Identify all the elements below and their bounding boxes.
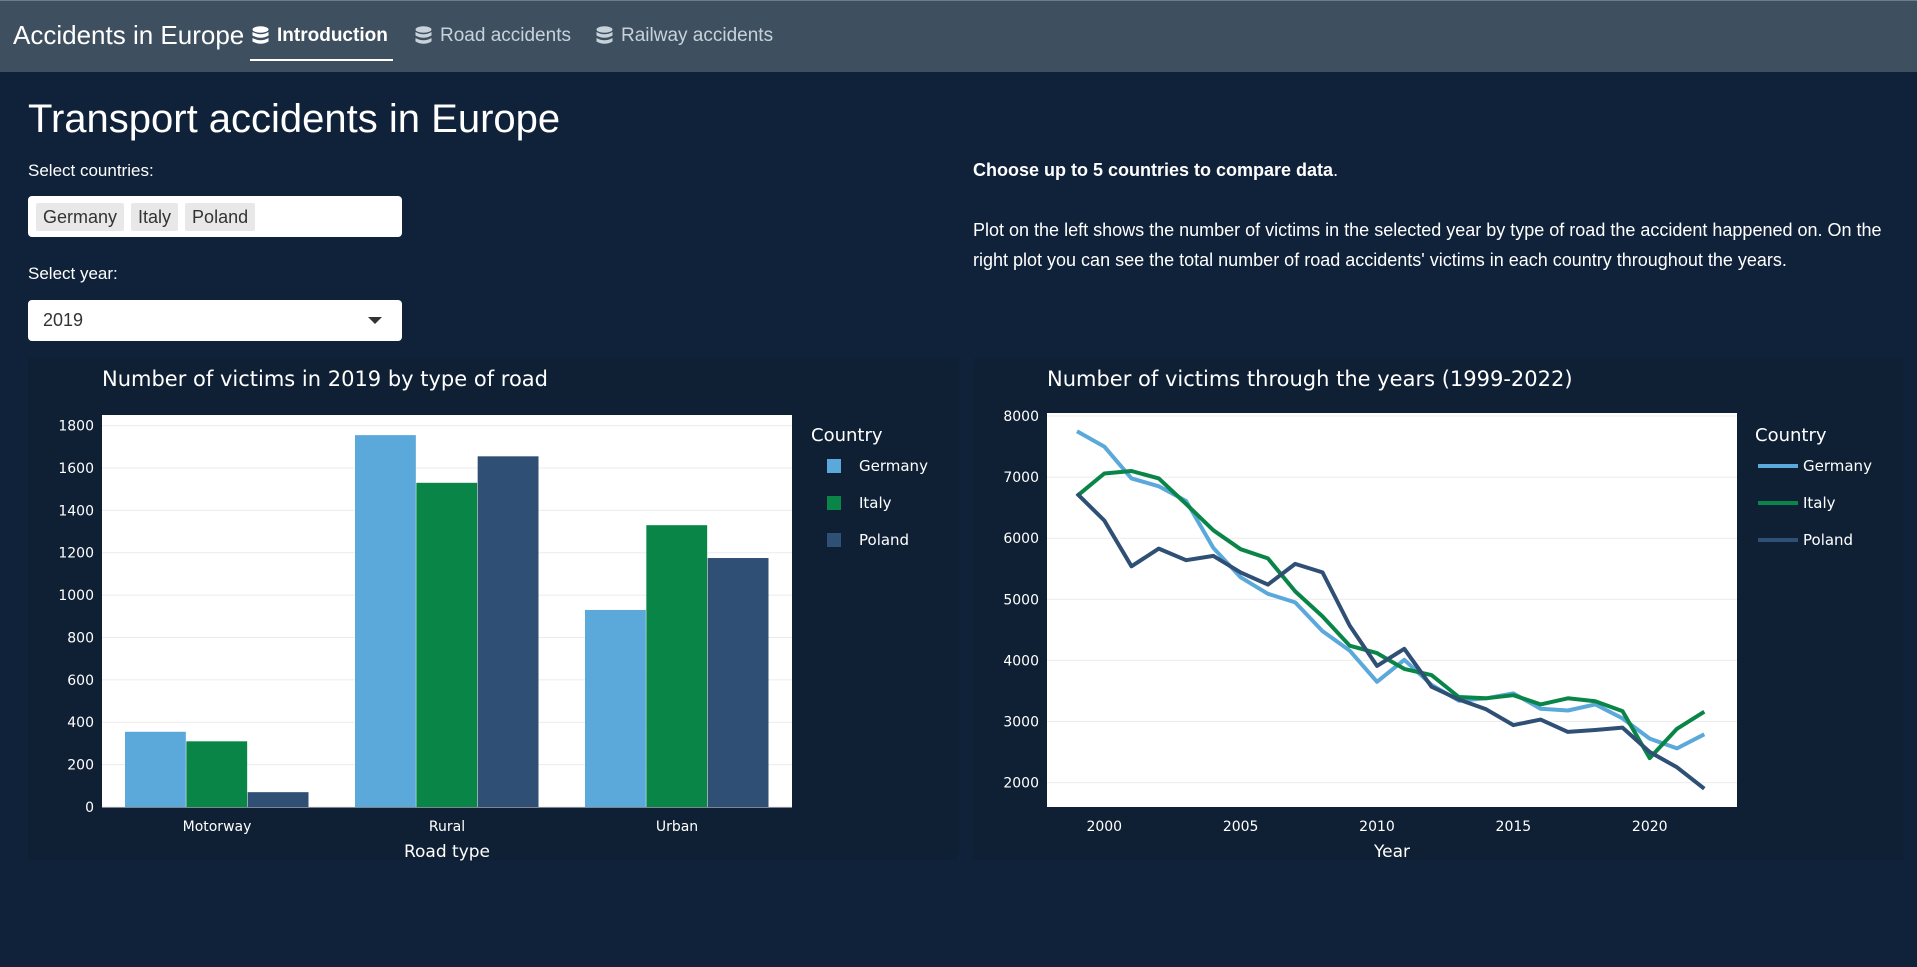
- country-tag[interactable]: Italy: [131, 203, 179, 231]
- year-select-value: 2019: [43, 310, 84, 330]
- tab-road-accidents[interactable]: Road accidents: [415, 25, 571, 47]
- bar: [646, 525, 708, 807]
- country-tag[interactable]: Poland: [185, 203, 256, 231]
- intro-strong-text: Choose up to 5 countries to compare data: [973, 160, 1334, 180]
- bar-y-tick-label: 1800: [58, 419, 94, 435]
- line-x-tick-label: 2000: [1086, 819, 1122, 835]
- bar: [585, 609, 646, 807]
- line-legend-label: Italy: [1803, 494, 1836, 512]
- intro-period: .: [1333, 160, 1339, 180]
- bar: [125, 731, 186, 807]
- line-x-tick-label: 2015: [1496, 819, 1532, 835]
- bar: [355, 435, 416, 807]
- series-line: [1075, 492, 1706, 791]
- bar: [477, 456, 539, 807]
- tab-railway-accidents-label: Railway accidents: [621, 25, 774, 46]
- page-title: Transport accidents in Europe: [28, 97, 561, 141]
- line-legend-label: Poland: [1803, 531, 1853, 549]
- line-y-tick-label: 4000: [1003, 653, 1039, 669]
- bar: [186, 741, 248, 807]
- bar-legend-swatch: [827, 459, 841, 473]
- bar-legend-label: Germany: [859, 457, 928, 475]
- bar-legend-label: Italy: [859, 494, 892, 512]
- countries-multiselect[interactable]: Germany Italy Poland: [28, 196, 402, 237]
- line-y-tick-label: 5000: [1003, 592, 1039, 608]
- bar-y-tick-label: 800: [67, 630, 94, 646]
- intro-description: Choose up to 5 countries to compare data…: [973, 155, 1883, 275]
- bar-legend-swatch: [827, 496, 841, 510]
- navbar: Accidents in Europe Introduction Road ac…: [0, 0, 1917, 72]
- bar-x-tick-label: Urban: [656, 819, 698, 835]
- line-plot-area: [1047, 413, 1737, 807]
- bar-legend-title: Country: [811, 425, 883, 446]
- bar-x-axis-title: Road type: [404, 842, 490, 862]
- tab-road-accidents-label: Road accidents: [440, 25, 571, 46]
- line-legend-title: Country: [1755, 425, 1827, 446]
- line-y-tick-label: 6000: [1003, 531, 1039, 547]
- brand-title[interactable]: Accidents in Europe: [13, 20, 245, 50]
- bar-y-tick-label: 1000: [58, 588, 94, 604]
- line-y-tick-label: 8000: [1003, 409, 1039, 425]
- bar-y-tick-label: 200: [67, 758, 94, 774]
- bar-legend-label: Poland: [859, 531, 909, 549]
- bar-y-tick-label: 1200: [58, 546, 94, 562]
- bar-y-tick-label: 400: [67, 715, 94, 731]
- line-y-tick-label: 3000: [1003, 714, 1039, 730]
- database-icon: [252, 26, 269, 44]
- line-x-axis-title: Year: [1373, 842, 1410, 862]
- bar-legend-swatch: [827, 533, 841, 547]
- bar-x-tick-label: Rural: [429, 819, 465, 835]
- database-icon: [596, 26, 613, 44]
- line-x-tick-label: 2005: [1223, 819, 1259, 835]
- line-legend-label: Germany: [1803, 457, 1872, 475]
- bar-y-tick-label: 1600: [58, 461, 94, 477]
- line-y-tick-label: 7000: [1003, 470, 1039, 486]
- line-y-tick-label: 2000: [1003, 776, 1039, 792]
- year-label: Select year:: [28, 264, 118, 283]
- year-select[interactable]: 2019: [28, 300, 402, 341]
- line-x-tick-label: 2020: [1632, 819, 1668, 835]
- line-x-tick-label: 2010: [1359, 819, 1395, 835]
- bar: [247, 792, 309, 807]
- countries-label: Select countries:: [28, 161, 154, 180]
- tab-railway-accidents[interactable]: Railway accidents: [596, 25, 773, 47]
- tab-introduction[interactable]: Introduction: [252, 25, 388, 47]
- line-chart-title: Number of victims through the years (199…: [1047, 367, 1573, 391]
- active-tab-underline: [250, 59, 393, 61]
- bar: [416, 482, 478, 807]
- tab-introduction-label: Introduction: [277, 25, 388, 46]
- bar-y-tick-label: 600: [67, 673, 94, 689]
- database-icon: [415, 26, 432, 44]
- bar: [707, 558, 769, 807]
- intro-body-text: Plot on the left shows the number of vic…: [973, 220, 1882, 270]
- bar-x-tick-label: Motorway: [183, 819, 252, 835]
- series-line: [1075, 469, 1706, 761]
- bar-y-tick-label: 0: [85, 800, 94, 816]
- caret-down-icon: [368, 317, 382, 324]
- bar-y-tick-label: 1400: [58, 503, 94, 519]
- bar-chart-title: Number of victims in 2019 by type of roa…: [102, 367, 548, 391]
- country-tag[interactable]: Germany: [36, 203, 125, 231]
